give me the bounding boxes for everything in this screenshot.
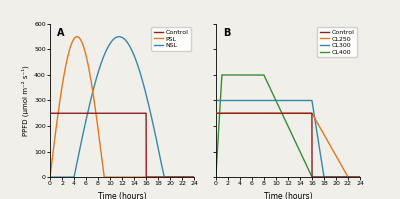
NSL	[136, 65, 140, 67]
Control	[324, 176, 328, 178]
CL300	[218, 99, 223, 102]
PSL	[132, 176, 136, 178]
CL250	[323, 137, 328, 139]
CL400	[324, 176, 328, 178]
Control	[301, 112, 306, 114]
Control	[310, 176, 314, 178]
CL300	[214, 99, 218, 102]
Line: CL400: CL400	[216, 75, 360, 177]
Control	[358, 176, 362, 178]
Legend: Control, CL250, CL300, CL400: Control, CL250, CL300, CL400	[317, 27, 357, 57]
CL250	[358, 176, 362, 178]
CL250	[214, 112, 218, 114]
CL300	[358, 176, 362, 178]
NSL	[132, 54, 136, 57]
CL300	[269, 99, 274, 102]
PSL	[48, 176, 52, 178]
Line: NSL: NSL	[50, 37, 194, 177]
CL400	[218, 91, 223, 93]
Control	[218, 112, 223, 114]
NSL	[158, 156, 162, 158]
Control	[115, 112, 120, 114]
NSL	[192, 176, 196, 178]
CL250	[269, 112, 274, 114]
Control	[269, 112, 274, 114]
CL400	[301, 159, 306, 161]
PSL	[116, 176, 120, 178]
CL300	[281, 99, 286, 102]
NSL	[103, 51, 108, 54]
NSL	[48, 176, 52, 178]
Line: CL300: CL300	[216, 100, 360, 177]
CL250	[218, 112, 223, 114]
Line: CL250: CL250	[216, 113, 360, 177]
PSL	[53, 136, 58, 138]
CL300	[298, 99, 302, 102]
PSL	[103, 176, 108, 178]
CL300	[322, 176, 326, 178]
NSL	[115, 36, 120, 38]
CL400	[358, 176, 362, 178]
Control	[192, 176, 196, 178]
CL400	[298, 150, 302, 153]
Text: A: A	[57, 28, 65, 38]
Legend: Control, PSL, NSL: Control, PSL, NSL	[151, 27, 191, 51]
Control	[214, 112, 218, 114]
CL250	[346, 176, 350, 178]
PSL	[158, 176, 162, 178]
CL400	[281, 116, 286, 118]
Line: Control: Control	[216, 113, 360, 177]
Control	[132, 112, 136, 114]
Text: B: B	[223, 28, 230, 38]
PSL	[75, 35, 80, 38]
CL300	[301, 99, 306, 102]
Control	[136, 112, 140, 114]
NSL	[53, 176, 58, 178]
Control	[103, 112, 108, 114]
CL400	[269, 89, 274, 92]
X-axis label: Time (hours): Time (hours)	[264, 192, 312, 199]
NSL	[117, 35, 122, 38]
Control	[281, 112, 286, 114]
Line: Control: Control	[50, 113, 194, 177]
PSL	[192, 176, 196, 178]
Control	[48, 112, 52, 114]
Y-axis label: PPFD (μmol m⁻² s⁻¹): PPFD (μmol m⁻² s⁻¹)	[21, 65, 28, 136]
PSL	[136, 176, 140, 178]
CL400	[220, 74, 224, 76]
Control	[144, 176, 148, 178]
CL400	[214, 176, 218, 178]
Control	[158, 176, 162, 178]
CL250	[298, 112, 302, 114]
X-axis label: Time (hours): Time (hours)	[98, 192, 146, 199]
CL250	[281, 112, 286, 114]
Line: PSL: PSL	[50, 37, 194, 177]
Control	[298, 112, 302, 114]
Control	[53, 112, 58, 114]
CL250	[301, 112, 306, 114]
CL300	[324, 176, 328, 178]
